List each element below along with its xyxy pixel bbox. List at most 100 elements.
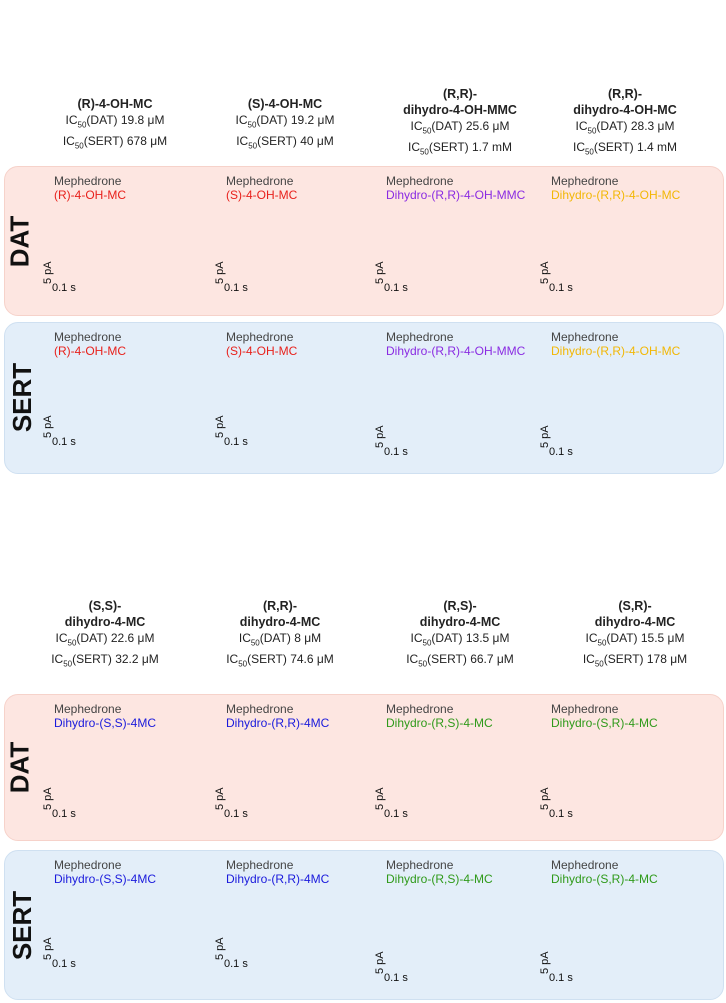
sert-panel-top	[4, 322, 724, 474]
scale-label-s: 0.1 s	[224, 282, 248, 294]
trace-legend: Mephedrone Dihydro-(R,R)-4-OH-MC	[551, 330, 680, 358]
legend-mephedrone: Mephedrone	[226, 858, 294, 872]
legend-compound: (S)-4-OH-MC	[226, 188, 298, 202]
trace-legend: Mephedrone Dihydro-(R,S)-4-MC	[386, 702, 493, 730]
legend-mephedrone: Mephedrone	[54, 858, 122, 872]
scale-label-pa: 5 pA	[42, 261, 54, 284]
legend-compound: (R)-4-OH-MC	[54, 344, 126, 358]
top-compound-3: (R,R)- dihydro-4-OH-MMC IC50(DAT) 25.6 μM I…	[375, 86, 545, 161]
legend-compound: Dihydro-(R,R)-4-OH-MC	[551, 188, 681, 202]
scale-label-s: 0.1 s	[549, 446, 573, 458]
compound-name: (R)-4-OH-MC	[77, 97, 153, 111]
legend-compound: Dihydro-(S,S)-4MC	[54, 716, 157, 730]
bottom-compound-3: (R,S)- dihydro-4-MC IC50(DAT) 13.5 μM IC50(…	[375, 598, 545, 673]
scale-label-pa: 5 pA	[374, 951, 386, 974]
scale-label-pa: 5 pA	[214, 261, 226, 284]
scale-label-s: 0.1 s	[224, 436, 248, 448]
scale-label-pa: 5 pA	[214, 415, 226, 438]
scale-label-pa: 5 pA	[214, 787, 226, 810]
scale-label-s: 0.1 s	[52, 808, 76, 820]
ic50-sert: IC50(SERT) 178 μM	[582, 652, 688, 669]
compound-name-line2: dihydro-4-MC	[64, 615, 146, 629]
legend-mephedrone: Mephedrone	[551, 858, 619, 872]
scale-label-pa: 5 pA	[539, 261, 551, 284]
trace-legend: Mephedrone (S)-4-OH-MC	[226, 330, 297, 358]
legend-compound: Dihydro-(S,R)-4-MC	[551, 872, 658, 886]
ic50-dat: IC50(DAT) 8 μM	[238, 631, 322, 648]
row-label-sert-bottom: SERT	[7, 890, 38, 961]
legend-compound: Dihydro-(S,S)-4MC	[54, 872, 157, 886]
scale-label-s: 0.1 s	[384, 808, 408, 820]
legend-compound: Dihydro-(R,R)-4-OH-MMC	[386, 188, 526, 202]
dat-panel-top	[4, 166, 724, 316]
compound-name: (R,S)-	[443, 599, 477, 613]
row-label-dat-bottom: DAT	[4, 741, 35, 794]
ic50-dat: IC50(DAT) 15.5 μM	[585, 631, 685, 648]
scale-label-pa: 5 pA	[374, 261, 386, 284]
compound-name-line2: dihydro-4-MC	[419, 615, 501, 629]
scale-label-s: 0.1 s	[224, 808, 248, 820]
legend-mephedrone: Mephedrone	[551, 702, 619, 716]
legend-mephedrone: Mephedrone	[226, 174, 294, 188]
legend-compound: (R)-4-OH-MC	[54, 188, 126, 202]
ic50-dat: IC50(DAT) 22.6 μM	[55, 631, 155, 648]
ic50-sert: IC50(SERT) 32.2 μM	[51, 652, 159, 669]
ic50-sert: IC50(SERT) 40 μM	[236, 134, 334, 151]
scale-label-pa: 5 pA	[374, 425, 386, 448]
scale-label-s: 0.1 s	[549, 972, 573, 984]
trace-legend: Mephedrone Dihydro-(S,R)-4-MC	[551, 702, 658, 730]
scale-label-pa: 5 pA	[374, 787, 386, 810]
trace-legend: Mephedrone Dihydro-(R,R)-4MC	[226, 858, 329, 886]
scale-label-pa: 5 pA	[214, 937, 226, 960]
legend-compound: Dihydro-(R,R)-4-OH-MC	[551, 344, 681, 358]
compound-name-line2: dihydro-4-MC	[239, 615, 321, 629]
scale-label-s: 0.1 s	[52, 436, 76, 448]
scale-label-pa: 5 pA	[42, 787, 54, 810]
compound-name: (R,R)-	[262, 599, 297, 613]
compound-name-line2: dihydro-4-OH-MC	[573, 103, 677, 117]
ic50-sert: IC50(SERT) 74.6 μM	[226, 652, 334, 669]
legend-mephedrone: Mephedrone	[551, 330, 619, 344]
trace-legend: Mephedrone Dihydro-(R,S)-4-MC	[386, 858, 493, 886]
legend-mephedrone: Mephedrone	[551, 174, 619, 188]
legend-compound: Dihydro-(R,S)-4-MC	[386, 716, 493, 730]
compound-name: (R,R)-	[442, 87, 477, 101]
scale-label-pa: 5 pA	[42, 415, 54, 438]
trace-legend: Mephedrone Dihydro-(R,R)-4-OH-MC	[551, 174, 680, 202]
trace-legend: Mephedrone Dihydro-(S,S)-4MC	[54, 858, 156, 886]
scale-label-pa: 5 pA	[539, 951, 551, 974]
legend-mephedrone: Mephedrone	[386, 702, 454, 716]
scale-label-pa: 5 pA	[539, 787, 551, 810]
legend-mephedrone: Mephedrone	[226, 702, 294, 716]
ic50-dat: IC50(DAT) 19.8 μM	[65, 113, 165, 130]
scale-label-s: 0.1 s	[224, 958, 248, 970]
legend-mephedrone: Mephedrone	[386, 330, 454, 344]
legend-compound: Dihydro-(S,R)-4-MC	[551, 716, 658, 730]
legend-mephedrone: Mephedrone	[226, 330, 294, 344]
scale-label-s: 0.1 s	[384, 446, 408, 458]
top-compound-4: (R,R)- dihydro-4-OH-MC IC50(DAT) 28.3 μM IC…	[540, 86, 710, 161]
ic50-dat: IC50(DAT) 19.2 μM	[235, 113, 335, 130]
dat-panel-bottom	[4, 694, 724, 841]
row-label-dat-top: DAT	[4, 215, 35, 268]
legend-mephedrone: Mephedrone	[54, 174, 122, 188]
compound-name-line2: dihydro-4-OH-MMC	[403, 103, 517, 117]
scale-label-s: 0.1 s	[549, 808, 573, 820]
legend-mephedrone: Mephedrone	[386, 174, 454, 188]
ic50-dat: IC50(DAT) 28.3 μM	[575, 119, 675, 136]
trace-legend: Mephedrone Dihydro-(R,R)-4-OH-MMC	[386, 174, 525, 202]
legend-compound: Dihydro-(R,R)-4MC	[226, 872, 330, 886]
scale-label-s: 0.1 s	[52, 958, 76, 970]
scale-label-pa: 5 pA	[539, 425, 551, 448]
legend-mephedrone: Mephedrone	[54, 702, 122, 716]
compound-name-line2: dihydro-4-MC	[594, 615, 676, 629]
trace-legend: Mephedrone (R)-4-OH-MC	[54, 330, 126, 358]
legend-compound: (S)-4-OH-MC	[226, 344, 298, 358]
legend-mephedrone: Mephedrone	[386, 858, 454, 872]
scale-label-s: 0.1 s	[549, 282, 573, 294]
ic50-sert: IC50(SERT) 66.7 μM	[406, 652, 514, 669]
scale-label-pa: 5 pA	[42, 937, 54, 960]
scale-label-s: 0.1 s	[52, 282, 76, 294]
trace-legend: Mephedrone Dihydro-(S,S)-4MC	[54, 702, 156, 730]
trace-legend: Mephedrone (S)-4-OH-MC	[226, 174, 297, 202]
